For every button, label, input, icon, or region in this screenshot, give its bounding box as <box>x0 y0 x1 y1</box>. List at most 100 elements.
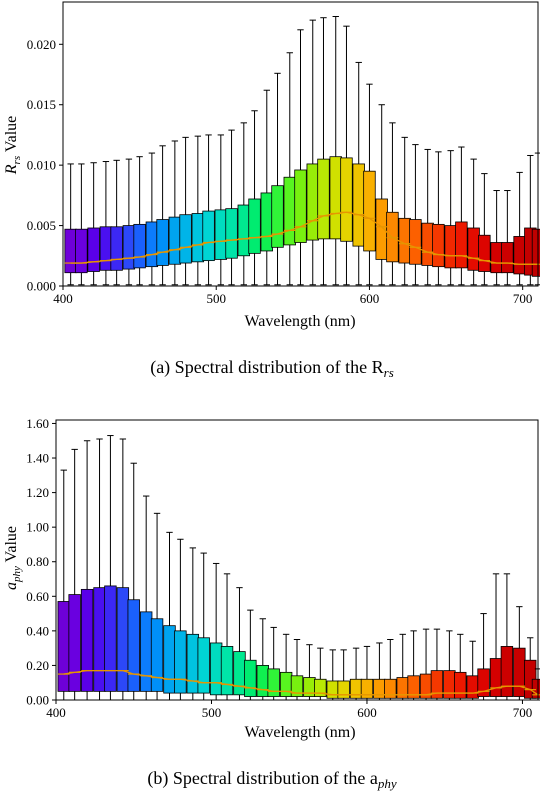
panel-a-xtick-label: 700 <box>513 291 533 306</box>
panel-b-ytick-label: 0.00 <box>26 693 49 708</box>
panel-b-box <box>68 594 81 692</box>
panel-b-box <box>186 633 200 694</box>
panel-a-ylabel: Rrs Value <box>3 116 23 175</box>
panel-a-box <box>409 219 422 265</box>
panel-a-box <box>145 221 159 268</box>
panel-b-box <box>314 678 327 697</box>
panel-b-box <box>454 671 467 699</box>
panel-a-ytick-label: 0.010 <box>27 158 56 173</box>
panel-a-box <box>398 217 411 264</box>
panel-a-box <box>467 227 480 271</box>
panel-a-box <box>87 227 100 272</box>
panel-b-ytick-label: 0.20 <box>26 658 49 673</box>
panel-a-box <box>317 158 330 240</box>
panel-b-box <box>443 670 456 699</box>
panel-a-box <box>202 210 215 262</box>
panel-a-box <box>478 234 491 272</box>
panel-b-box <box>466 675 479 699</box>
panel-b-ylabel-main: a <box>3 582 20 590</box>
panel-b-box <box>360 678 374 699</box>
panel-b-box <box>290 675 304 697</box>
panel-a-box <box>110 226 123 271</box>
panel-a-box <box>133 223 146 269</box>
panel-a-ytick-label: 0.020 <box>27 37 56 52</box>
panel-a-box <box>352 163 365 247</box>
panel-b-box <box>244 659 257 697</box>
panel-b-xtick-label: 500 <box>202 705 222 720</box>
panel-b-xtick-label: 700 <box>513 705 533 720</box>
panel-a-caption: (a) Spectral distribution of the Rrs <box>150 357 394 380</box>
panel-a-box <box>294 169 307 243</box>
panel-b-caption-sub: phy <box>377 776 397 791</box>
panel-b-ylabel-sub: phy <box>11 566 23 583</box>
panel-a-box <box>248 198 261 254</box>
panel-b-box <box>407 675 420 699</box>
panel-a-ylabel-main: R <box>3 164 20 175</box>
panel-a-box <box>375 198 388 260</box>
panel-b-box <box>116 587 130 692</box>
panel-a-ytick-label: 0.005 <box>27 218 56 233</box>
panel-a-box <box>306 163 319 241</box>
panel-b-ytick-label: 0.80 <box>26 554 49 569</box>
panel-a-box <box>432 223 445 268</box>
panel-a-box <box>513 236 526 275</box>
panel-b-box <box>500 646 514 697</box>
panel-a-box <box>340 157 353 242</box>
panel-a-box <box>455 221 468 269</box>
panel-b-box <box>150 618 164 692</box>
panel-b-ytick-label: 0.40 <box>26 623 49 638</box>
panel-b-box <box>163 625 176 694</box>
panel-a-box <box>75 228 88 274</box>
panel-a-box <box>444 225 457 269</box>
panel-a-box <box>363 170 376 252</box>
panel-a-plot-area: 400 500 600 700 0.000 0.005 0.010 0.015 0.020 <box>27 1 540 306</box>
panel-a-box <box>260 192 273 252</box>
panel-a-box <box>179 214 192 264</box>
panel-a-box <box>122 225 136 270</box>
panel-b-xlabel: Wavelength (nm) <box>244 724 355 741</box>
panel-b-box <box>513 647 526 697</box>
panel-b-chart: 400 500 600 700 0.00 0.20 0.40 0.60 0.80 1.00 1.20… <box>3 416 540 791</box>
panel-a-box <box>225 208 238 259</box>
panel-a-chart: 400 500 600 700 0.000 0.005 0.010 0.015 0.020 Wa… <box>3 1 540 380</box>
panel-a-box <box>421 222 434 266</box>
panel-b-xtick-label: 400 <box>46 705 66 720</box>
panel-b-ylabel-rest: Value <box>3 526 20 566</box>
panel-a-box <box>64 228 77 274</box>
panel-a-box <box>271 185 284 248</box>
panel-a-xlabel: Wavelength (nm) <box>244 313 355 330</box>
panel-b-ylabel: aphy Value <box>3 526 23 590</box>
panel-a-box <box>237 204 251 257</box>
panel-b-box <box>279 671 293 697</box>
panel-b-box <box>233 651 246 696</box>
panel-b-box <box>127 599 140 692</box>
panel-b-box <box>384 678 397 699</box>
panel-b-box <box>430 670 444 699</box>
panel-a-ytick-label: 0.015 <box>27 97 56 112</box>
panel-b-box <box>139 611 153 692</box>
panel-b-box <box>220 646 234 696</box>
panel-a-box <box>168 216 182 265</box>
panel-a-caption-sub: rs <box>384 365 394 380</box>
panel-b-ytick-label: 1.20 <box>26 485 49 500</box>
panel-a-box <box>531 228 540 277</box>
panel-b-ytick-label: 1.60 <box>26 416 49 431</box>
panel-b-box <box>57 601 70 692</box>
panel-b-plot-area: 400 500 600 700 0.00 0.20 0.40 0.60 0.80 1.00 1.20… <box>26 416 540 720</box>
panel-b-box <box>80 588 94 692</box>
panel-b-box <box>337 680 350 699</box>
panel-b-box <box>267 668 280 697</box>
panel-a-box <box>501 242 514 274</box>
panel-b-box <box>174 630 187 694</box>
panel-b-box <box>531 678 540 699</box>
panel-a-ylabel-rest: Value <box>3 116 20 156</box>
panel-b-caption-text: (b) Spectral distribution of the a <box>147 768 377 789</box>
panel-b-ytick-label: 1.00 <box>26 520 49 535</box>
panel-a-xtick-label: 500 <box>206 291 226 306</box>
panel-a-axes-frame <box>62 1 539 287</box>
panel-b-xtick-label: 600 <box>357 705 377 720</box>
panel-b-box <box>326 680 339 699</box>
panel-a-box <box>329 156 342 240</box>
panel-b-box <box>489 658 503 697</box>
